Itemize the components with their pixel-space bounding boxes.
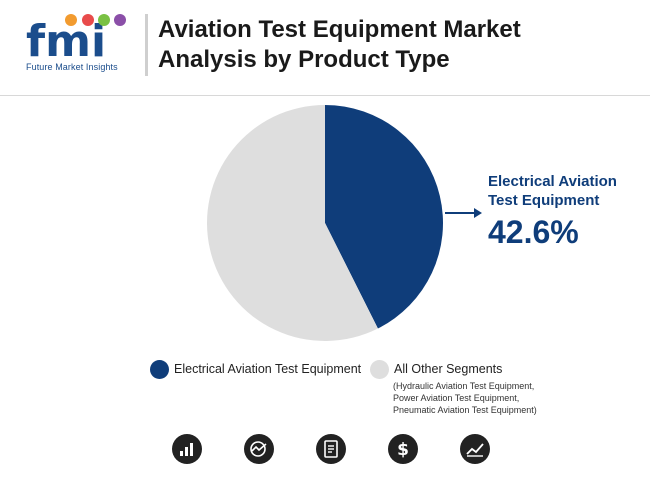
callout-value: 42.6%: [488, 214, 579, 250]
fmi-logo: fmi Future Market Insights: [24, 12, 134, 76]
svg-text:$: $: [397, 440, 409, 459]
pie-slice-others: [207, 105, 378, 341]
legend-swatch-others: [370, 360, 389, 379]
callout-arrow-head-icon: [474, 208, 482, 218]
callout-label: Electrical Aviation Test Equipment: [488, 172, 638, 210]
header: fmi Future Market Insights Aviation Test…: [0, 0, 650, 96]
callout-label-line-2: Test Equipment: [488, 192, 600, 209]
logo-text: Future Market Insights: [26, 62, 118, 72]
pie-chart: [207, 105, 482, 341]
legend-sub-line-1: (Hydraulic Aviation Test Equipment,: [393, 381, 535, 391]
legend-sub-line-3: Pneumatic Aviation Test Equipment): [393, 405, 537, 415]
legend-others-detail: (Hydraulic Aviation Test Equipment, Powe…: [393, 380, 537, 416]
report-icon: [316, 434, 346, 464]
title-line-2: Analysis by Product Type: [158, 46, 450, 73]
globe-trend-icon: [244, 434, 274, 464]
logo-mark-icon: fmi: [26, 14, 126, 62]
footer-icons: $: [0, 434, 650, 474]
title-line-1: Aviation Test Equipment Market: [158, 16, 521, 43]
legend-item-electrical: Electrical Aviation Test Equipment: [150, 360, 361, 379]
bar-chart-icon: [172, 434, 202, 464]
legend-swatch-electrical: [150, 360, 169, 379]
page-title: Aviation Test Equipment Market Analysis …: [158, 15, 628, 75]
legend-sub-line-2: Power Aviation Test Equipment,: [393, 393, 520, 403]
legend-item-others: All Other Segments: [370, 360, 502, 379]
header-rule: [0, 95, 650, 96]
header-divider: [145, 14, 148, 76]
pie-slice-electrical: [325, 105, 443, 329]
legend-label-electrical: Electrical Aviation Test Equipment: [174, 362, 362, 376]
dollar-icon: $: [388, 434, 418, 464]
line-chart-icon: [460, 434, 490, 464]
legend: Electrical Aviation Test Equipment All O…: [150, 360, 630, 420]
legend-label-others: All Other Segments: [394, 362, 503, 376]
callout-label-line-1: Electrical Aviation: [488, 173, 617, 190]
